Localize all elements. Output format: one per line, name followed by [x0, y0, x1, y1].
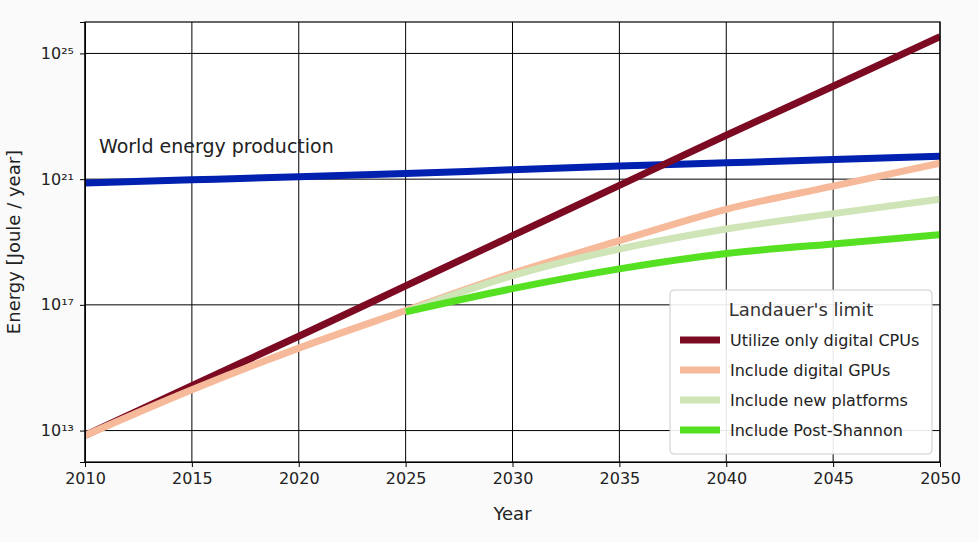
x-tick: 2050: [920, 462, 961, 488]
grid-line-y: [85, 53, 940, 54]
series-line: [85, 163, 940, 435]
y-axis-line: [80, 23, 86, 463]
y-tick-mark: [80, 179, 85, 180]
legend-label: Include Post-Shannon: [730, 421, 903, 440]
y-tick-label: 10¹⁷: [41, 295, 74, 314]
y-tick-label: 10¹³: [41, 421, 74, 440]
series-line: [85, 37, 940, 436]
series-annotation: World energy production: [99, 135, 334, 157]
x-tick-label: 2050: [920, 469, 961, 488]
legend-swatch: [680, 337, 720, 344]
x-tick-mark: [833, 462, 834, 467]
x-tick-label: 2025: [386, 469, 427, 488]
x-tick-mark: [619, 462, 620, 467]
y-tick-label: 10²¹: [41, 170, 74, 189]
legend-swatch: [680, 427, 720, 434]
x-tick: 2025: [386, 462, 427, 488]
x-tick-label: 2040: [706, 469, 747, 488]
legend-box: [670, 290, 932, 454]
y-tick-mark: [80, 431, 85, 432]
x-tick-label: 2010: [65, 469, 106, 488]
x-tick-mark: [406, 462, 407, 467]
plot: 2010 2015 2020 2025 2030 2035 2040 2045 2050 10¹³…: [41, 22, 961, 488]
grid: [85, 22, 940, 462]
y-tick: 10¹³: [41, 421, 85, 440]
grid-line-x: [405, 22, 406, 462]
legend-label: Utilize only digital CPUs: [730, 331, 919, 350]
legend-swatch: [680, 367, 720, 374]
x-tick: 2030: [493, 462, 534, 488]
plot-frame: [85, 22, 940, 462]
y-tick: 10¹⁷: [41, 295, 85, 314]
y-tick-label: 10²⁵: [41, 44, 74, 63]
x-tick-mark: [726, 462, 727, 467]
x-axis: 2010 2015 2020 2025 2030 2035 2040 2045 2050: [65, 462, 961, 488]
y-tick-mark: [80, 305, 85, 306]
x-tick: 2020: [279, 462, 320, 488]
legend-label: Include digital GPUs: [730, 361, 890, 380]
y-tick-mark: [80, 53, 85, 54]
x-tick-mark: [513, 462, 514, 467]
grid-line-x: [298, 22, 299, 462]
x-tick-mark: [192, 462, 193, 467]
series-line: [85, 156, 940, 183]
legend-swatch: [680, 397, 720, 404]
x-axis-title: Year: [492, 503, 532, 524]
x-tick: 2010: [65, 462, 106, 488]
x-axis-line: [86, 463, 941, 468]
grid-line-x: [512, 22, 513, 462]
y-tick: 10²¹: [41, 170, 85, 189]
x-tick-label: 2035: [600, 469, 641, 488]
lines: [85, 37, 940, 436]
y-axis: 10¹³ 10¹⁷ 10²¹ 10²⁵: [41, 23, 86, 463]
grid-line-x: [191, 22, 192, 462]
plot-background: [85, 22, 940, 462]
chart: 2010 2015 2020 2025 2030 2035 2040 2045 2050 10¹³…: [0, 0, 979, 542]
y-axis-title: Energy [Joule / year]: [3, 150, 24, 334]
legend: Landauer's limit Utilize only digital CPU…: [670, 290, 932, 454]
x-tick: 2015: [172, 462, 213, 488]
legend-title: Landauer's limit: [729, 299, 873, 320]
x-tick-label: 2045: [813, 469, 854, 488]
x-tick: 2040: [706, 462, 747, 488]
x-tick-mark: [299, 462, 300, 467]
x-tick-mark: [940, 462, 941, 467]
legend-label: Include new platforms: [730, 391, 908, 410]
y-tick: 10²⁵: [41, 44, 85, 63]
x-tick: 2035: [600, 462, 641, 488]
x-tick-label: 2020: [279, 469, 320, 488]
x-tick-label: 2015: [172, 469, 213, 488]
x-tick: 2045: [813, 462, 854, 488]
x-tick-label: 2030: [493, 469, 534, 488]
